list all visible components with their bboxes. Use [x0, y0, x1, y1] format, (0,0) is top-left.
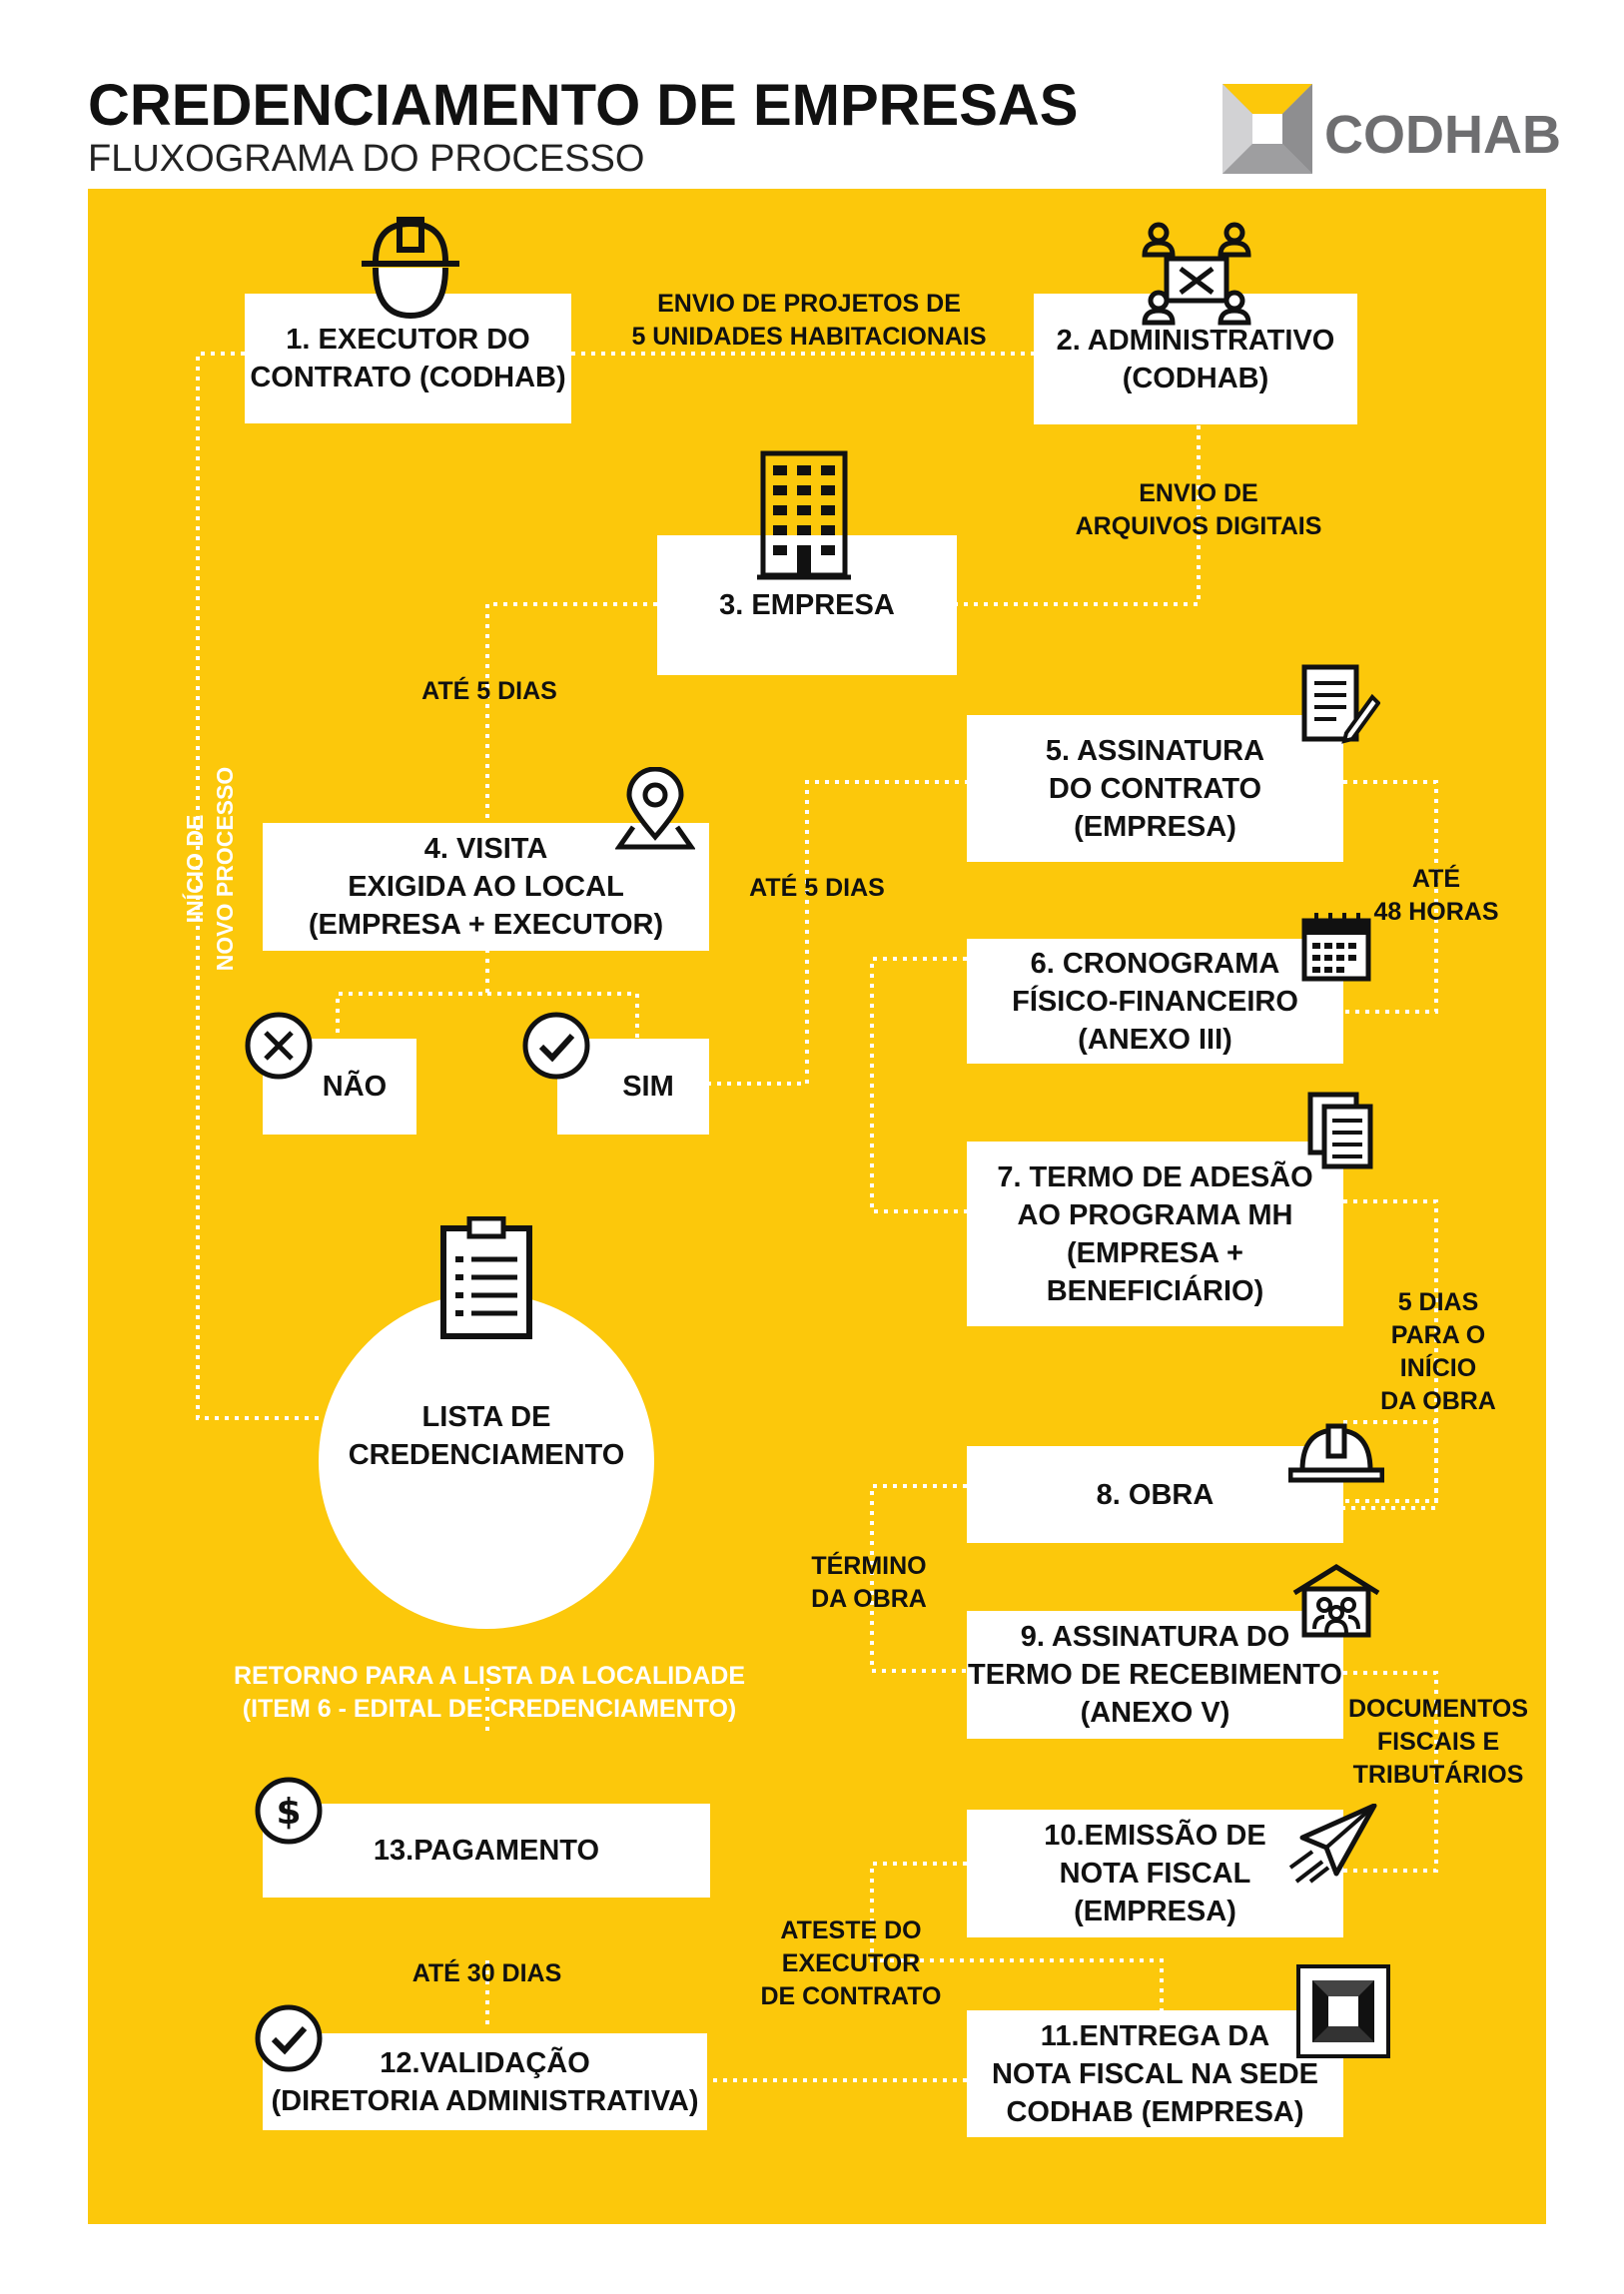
- label-ate-30-dias: ATÉ 30 DIAS: [411, 1959, 562, 1987]
- label-documentos-fiscais: DOCUMENTOS FISCAIS E TRIBUTÁRIOS: [1347, 1695, 1529, 1789]
- lista-credenciamento-label: LISTA DE CREDENCIAMENTO: [348, 1401, 625, 1471]
- node-6-cronograma: 6. CRONOGRAMA FÍSICO-FINANCEIRO (ANEXO III…: [967, 939, 1343, 1064]
- node-8-obra: 8. OBRA: [967, 1446, 1343, 1543]
- hard-hat-icon: [362, 217, 459, 320]
- label-ate-5-dias-2: ATÉ 5 DIAS: [749, 874, 885, 902]
- clipboard-icon: [440, 1216, 532, 1339]
- node-13-pagamento: 13.PAGAMENTO: [263, 1804, 710, 1898]
- label-ate-48-horas: ATÉ 48 HORAS: [1373, 865, 1499, 926]
- label-5-dias-inicio-obra: 5 DIAS PARA O INÍCIO DA OBRA: [1380, 1288, 1496, 1415]
- label-ateste-executor: ATESTE DO EXECUTOR DE CONTRATO: [760, 1916, 942, 2010]
- node-5-assinatura-contrato: 5. ASSINATURA DO CONTRATO (EMPRESA): [967, 715, 1343, 862]
- label-envio-projetos: ENVIO DE PROJETOS DE 5 UNIDADES HABITACIO…: [631, 290, 987, 351]
- codhab-logo-icon: [1222, 84, 1312, 174]
- node-7-termo-adesao: 7. TERMO DE ADESÃO AO PROGRAMA MH (EMPRESA…: [967, 1142, 1343, 1326]
- page-title: CREDENCIAMENTO DE EMPRESAS: [88, 73, 1079, 138]
- node-10-emissao-nota: 10.EMISSÃO DE NOTA FISCAL (EMPRESA): [967, 1810, 1343, 1937]
- paper-plane-icon: [1288, 1804, 1377, 1884]
- network-icon: [1142, 222, 1251, 326]
- dollar-circle-icon: $: [255, 1777, 323, 1845]
- label-retorno-lista: RETORNO PARA A LISTA DA LOCALIDADE (ITEM …: [233, 1662, 746, 1723]
- check-circle-icon: [522, 1012, 590, 1080]
- lista-credenciamento-circle: [319, 1293, 654, 1629]
- label-inicio-novo-processo: INÍCIO DE NOVO PROCESSO: [182, 766, 238, 972]
- label-ate-5-dias-1: ATÉ 5 DIAS: [421, 677, 557, 705]
- svg-text:$: $: [276, 1792, 301, 1833]
- label-envio-arquivos: ENVIO DE ARQUIVOS DIGITAIS: [1075, 479, 1322, 540]
- x-circle-icon: [245, 1012, 313, 1080]
- document-pen-icon: [1301, 664, 1380, 744]
- label-termino-obra: TÉRMINO DA OBRA: [811, 1552, 927, 1613]
- map-pin-icon: [615, 767, 695, 850]
- check-circle-icon-validacao: [255, 2004, 323, 2072]
- page-subtitle: FLUXOGRAMA DO PROCESSO: [88, 138, 645, 180]
- house-people-icon: [1292, 1564, 1380, 1638]
- node-4-visita: 4. VISITA EXIGIDA AO LOCAL (EMPRESA + EXEC…: [263, 823, 709, 951]
- node-9-termo-recebimento: 9. ASSINATURA DO TERMO DE RECEBIMENTO (ANE…: [967, 1611, 1343, 1739]
- node-12-validacao: 12.VALIDAÇÃO (DIRETORIA ADMINISTRATIVA): [263, 2033, 707, 2130]
- node-nao: NÃO: [263, 1039, 416, 1135]
- square-logo-icon: [1296, 1964, 1390, 2058]
- node-11-entrega-nota: 11.ENTREGA DA NOTA FISCAL NA SEDE CODHAB (…: [967, 2010, 1343, 2137]
- calendar-icon: [1301, 913, 1371, 982]
- logo-text: CODHAB: [1324, 105, 1561, 165]
- documents-icon: [1307, 1092, 1373, 1169]
- helmet-icon: [1288, 1423, 1384, 1483]
- building-icon: [757, 450, 851, 580]
- node-2-administrativo: 2. ADMINISTRATIVO (CODHAB): [1034, 294, 1357, 424]
